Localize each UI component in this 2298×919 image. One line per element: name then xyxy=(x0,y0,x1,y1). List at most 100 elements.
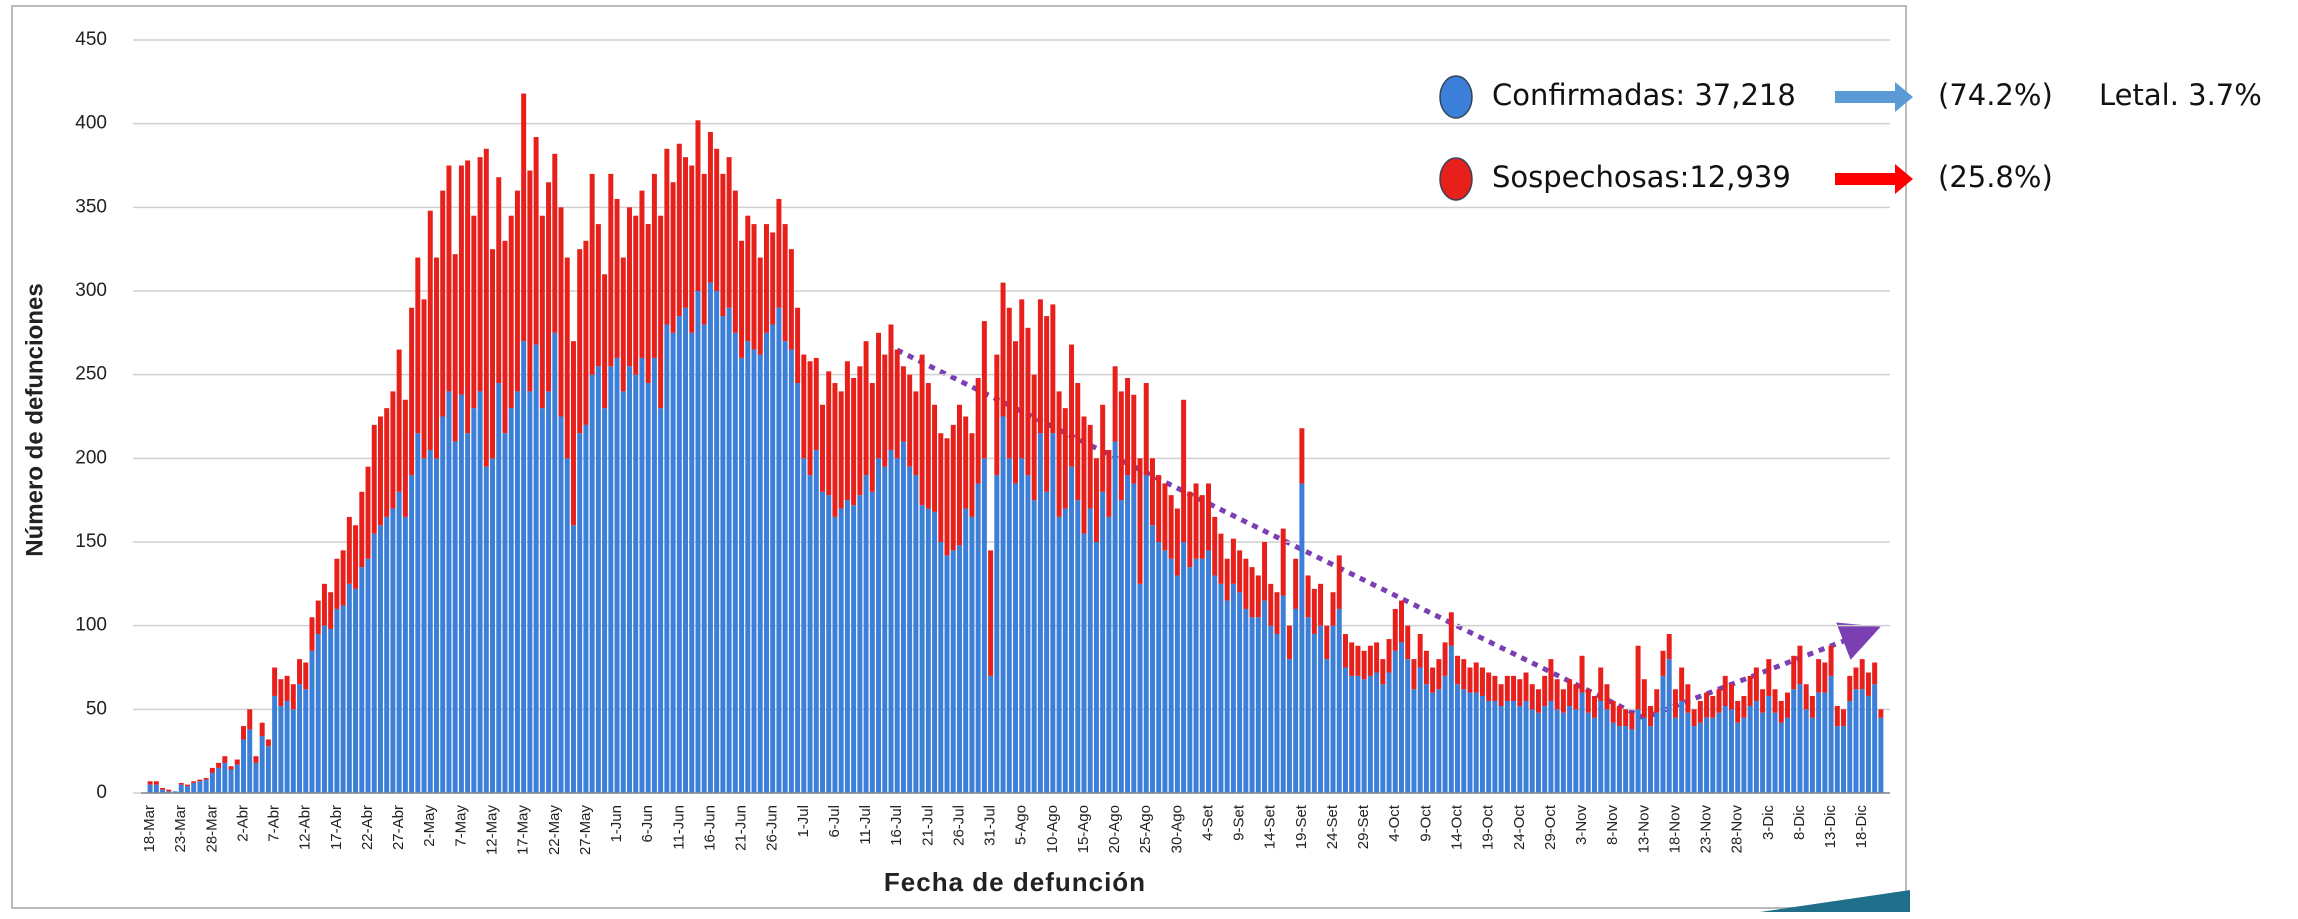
bar-segment xyxy=(900,441,906,793)
bar-segment xyxy=(1174,575,1180,793)
bar-segment xyxy=(1019,299,1025,459)
x-tick-label: 24-Set xyxy=(1324,804,1341,849)
bar-segment xyxy=(888,449,894,793)
bar-segment xyxy=(1847,675,1853,701)
bar-segment xyxy=(1330,625,1336,793)
bar-segment xyxy=(1679,700,1685,793)
bar-segment xyxy=(1062,408,1068,509)
bar-segment xyxy=(1865,672,1871,696)
bar-segment xyxy=(1554,679,1560,710)
bar-segment xyxy=(1062,508,1068,793)
bar-segment xyxy=(1162,550,1168,793)
bar-segment xyxy=(1648,705,1654,727)
x-tick-label: 2-May xyxy=(421,805,438,847)
bar-segment xyxy=(1442,675,1448,793)
bar-segment xyxy=(1075,500,1081,793)
bar-segment xyxy=(228,766,234,770)
bar-segment xyxy=(1336,608,1342,793)
bar-segment xyxy=(1859,659,1865,690)
bar-segment xyxy=(1592,717,1597,793)
bar-segment xyxy=(857,495,863,793)
bar-segment xyxy=(1579,692,1585,793)
bar-segment xyxy=(1380,659,1386,685)
bar-segment xyxy=(1542,675,1548,706)
bar-segment xyxy=(1710,695,1716,718)
bar-segment xyxy=(683,157,689,308)
bar-segment xyxy=(396,491,402,793)
bar-segment xyxy=(1722,675,1728,706)
bar-segment xyxy=(452,254,458,442)
x-tick-label: 22-May xyxy=(546,805,563,856)
bar-segment xyxy=(502,240,508,434)
bar-segment xyxy=(1760,689,1766,713)
bar-segment xyxy=(1467,692,1473,793)
bar-segment xyxy=(1305,617,1311,793)
bar-segment xyxy=(801,458,807,793)
bar-segment xyxy=(346,583,352,793)
bar-segment xyxy=(1623,709,1629,727)
bar-segment xyxy=(1380,684,1386,793)
x-tick-label: 14-Oct xyxy=(1449,804,1466,850)
bar-segment xyxy=(1710,717,1716,793)
x-tick-label: 27-Abr xyxy=(390,805,407,850)
bar-segment xyxy=(191,782,197,793)
bar-segment xyxy=(1286,659,1292,793)
x-tick-label: 26-Jul xyxy=(950,805,967,846)
bar-segment xyxy=(1237,592,1243,793)
bar-segment xyxy=(427,210,433,450)
bar-segment xyxy=(1853,667,1859,690)
bar-segment xyxy=(1592,695,1597,718)
bar-segment xyxy=(1623,726,1629,793)
bar-segment xyxy=(1430,692,1436,793)
bar-segment xyxy=(1218,533,1224,584)
bar-segment xyxy=(570,341,576,526)
bar-segment xyxy=(415,257,421,434)
x-tick-label: 3-Nov xyxy=(1573,805,1590,846)
bar-segment xyxy=(745,341,751,793)
bar-segment xyxy=(714,148,720,291)
bar-segment xyxy=(197,779,203,782)
x-tick-label: 2-Abr xyxy=(234,805,251,842)
bar-segment xyxy=(1816,659,1822,693)
bar-segment xyxy=(160,787,166,790)
y-tick-label: 400 xyxy=(75,113,107,134)
bar-segment xyxy=(514,190,520,392)
bar-segment xyxy=(1286,625,1292,660)
bar-segment xyxy=(558,207,564,417)
bar-segment xyxy=(247,729,253,793)
bar-segment xyxy=(1274,592,1280,635)
bar-segment xyxy=(894,349,900,459)
bar-segment xyxy=(1785,717,1790,793)
bar-segment xyxy=(1311,634,1317,793)
bar-segment xyxy=(458,394,464,793)
bar-segment xyxy=(1268,583,1274,626)
bar-segment xyxy=(1025,475,1031,793)
x-tick-label: 4-Oct xyxy=(1386,804,1403,842)
bar-segment xyxy=(284,675,290,701)
bar-segment xyxy=(925,508,931,793)
bar-segment xyxy=(1305,575,1311,618)
bar-segment xyxy=(1455,684,1461,793)
bar-segment xyxy=(1604,684,1610,710)
bar-segment xyxy=(1399,642,1404,793)
bar-segment xyxy=(627,207,632,367)
bar-segment xyxy=(1797,684,1803,793)
bar-segment xyxy=(203,779,209,793)
legend-marker xyxy=(1439,75,1473,119)
bar-segment xyxy=(608,366,614,793)
bar-segment xyxy=(1436,659,1442,690)
bar-segment xyxy=(1728,709,1734,793)
y-tick-label: 300 xyxy=(75,280,107,301)
bar-segment xyxy=(1747,675,1753,706)
bar-segment xyxy=(241,726,246,740)
bar-segment xyxy=(166,791,172,793)
x-tick-label: 12-May xyxy=(484,805,501,856)
bar-segment xyxy=(390,508,396,793)
bar-segment xyxy=(1691,726,1697,793)
bar-segment xyxy=(1523,672,1529,701)
bar-segment xyxy=(1199,558,1205,793)
bar-segment xyxy=(465,160,471,434)
x-tick-label: 17-Abr xyxy=(328,805,345,850)
bar-segment xyxy=(695,120,701,291)
bar-segment xyxy=(1069,466,1075,793)
